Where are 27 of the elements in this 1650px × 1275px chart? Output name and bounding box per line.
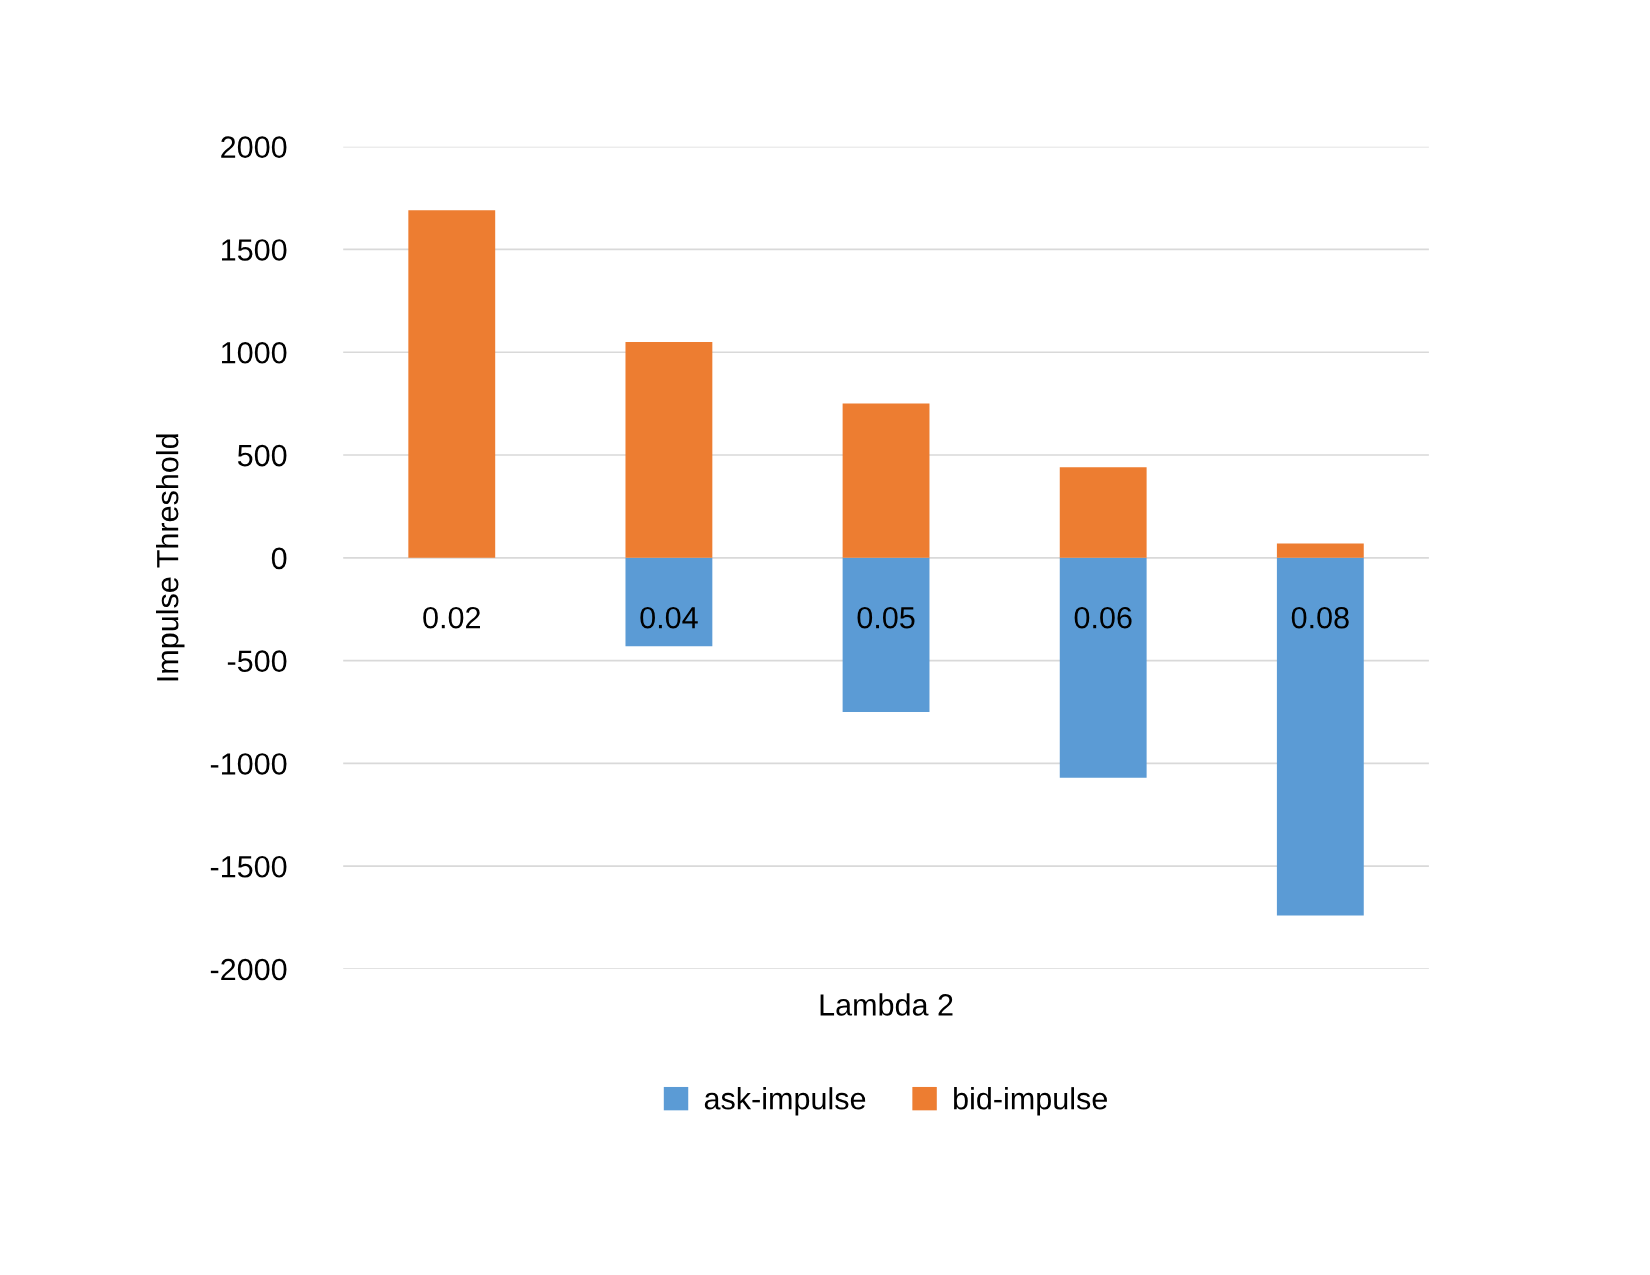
bar — [1276, 543, 1364, 558]
bar — [625, 557, 713, 647]
y-axis-title: Impulse Threshold — [156, 434, 185, 681]
x-tick-label: 0.05 — [857, 606, 915, 629]
x-tick-label: 0.04 — [640, 606, 698, 629]
bar — [1059, 467, 1147, 558]
legend-label: ask-impulse — [704, 1087, 866, 1116]
y-tick-label: 1500 — [222, 239, 287, 261]
bar — [842, 403, 930, 558]
y-tick-label: -500 — [227, 650, 287, 672]
y-tick-label: -1500 — [210, 855, 287, 878]
bar — [625, 341, 713, 558]
bar — [1276, 557, 1364, 916]
x-axis-title: Lambda 2 — [820, 993, 953, 1016]
y-tick-label: 2000 — [221, 136, 287, 158]
x-tick-label: 0.02 — [423, 606, 480, 629]
y-tick-label: -1000 — [210, 753, 287, 775]
x-tick-label: 0.06 — [1074, 606, 1132, 629]
y-tick-label: 0 — [271, 547, 287, 570]
bar — [842, 557, 930, 713]
bar — [408, 210, 496, 558]
legend-label: bid-impulse — [954, 1087, 1107, 1116]
bar — [1059, 557, 1147, 778]
y-tick-label: 500 — [237, 444, 287, 467]
x-tick-label: 0.08 — [1291, 606, 1349, 629]
y-tick-label: -2000 — [210, 958, 287, 981]
y-tick-label: 1000 — [222, 341, 287, 364]
